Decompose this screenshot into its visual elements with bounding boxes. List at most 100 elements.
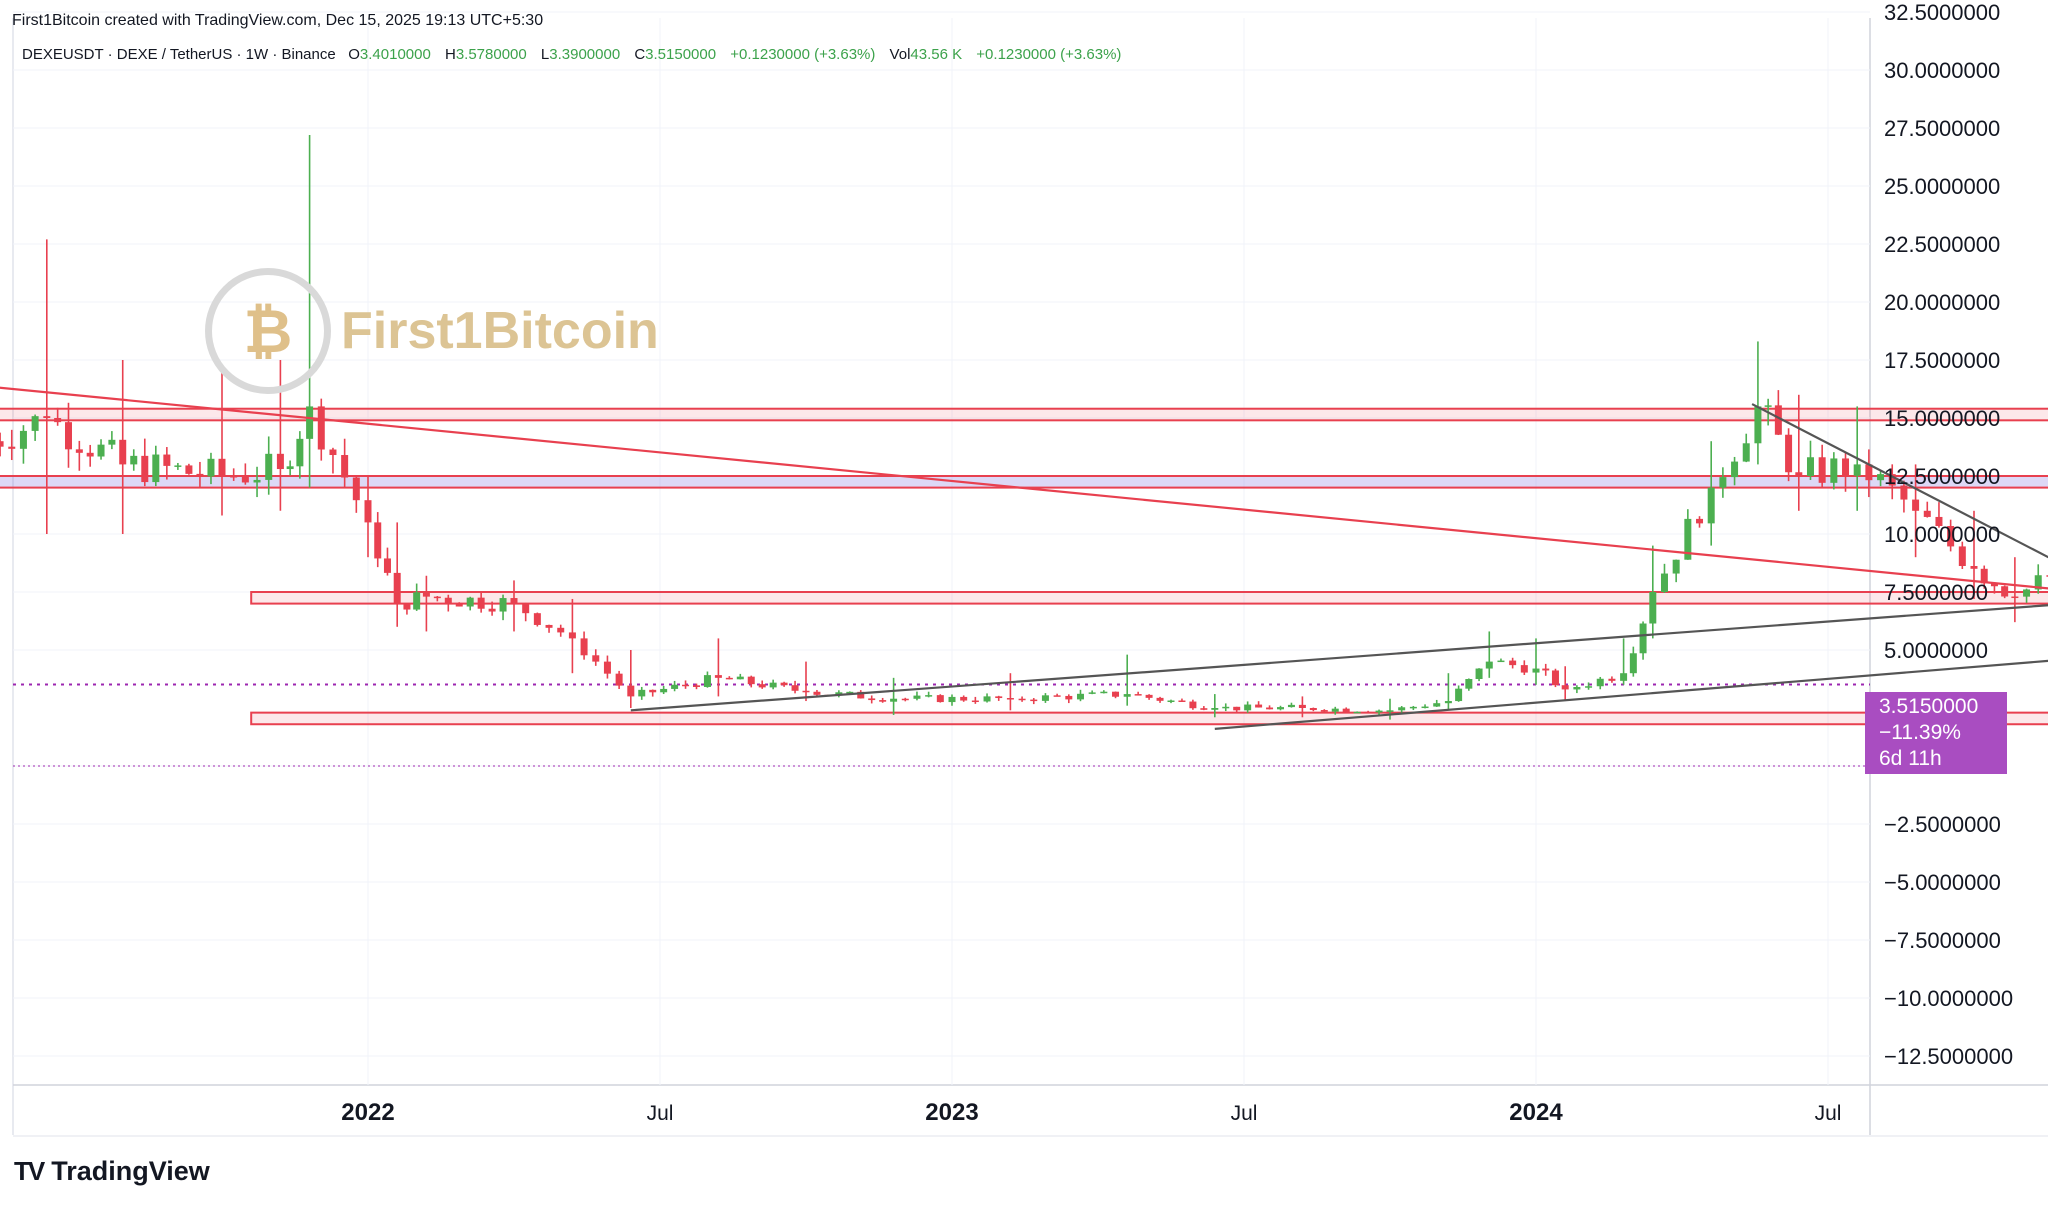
candle-body xyxy=(1255,704,1263,708)
candle-body xyxy=(660,688,668,693)
candle-body xyxy=(75,449,83,453)
candle-body xyxy=(1795,472,1803,476)
candle-body xyxy=(174,465,182,467)
candle-body xyxy=(1806,457,1814,476)
candle-body xyxy=(1532,668,1540,673)
y-tick-label: −5.0000000 xyxy=(1884,870,2001,895)
y-tick-label: −2.5000000 xyxy=(1884,812,2001,837)
candle-body xyxy=(995,696,1003,699)
candle-body xyxy=(925,695,933,697)
y-tick-label: 20.0000000 xyxy=(1884,290,2000,315)
candle-body xyxy=(901,698,909,701)
price-change: +0.1230000 (+3.63%) xyxy=(730,46,876,63)
candle-body xyxy=(403,603,411,610)
tradingview-brand[interactable]: TV TradingView xyxy=(14,1156,210,1187)
candle-body xyxy=(1830,458,1838,483)
chart-grid xyxy=(12,11,2048,1137)
candle-body xyxy=(286,466,294,470)
price-zone xyxy=(0,475,2048,489)
candle-body xyxy=(603,661,611,674)
candle-body xyxy=(936,695,944,703)
candle-body xyxy=(455,603,463,607)
candle-body xyxy=(433,596,441,599)
candle-body xyxy=(791,685,799,691)
candle-body xyxy=(364,500,372,523)
candle-body xyxy=(1342,708,1350,712)
candle-body xyxy=(1211,708,1219,710)
candle-body xyxy=(1620,673,1628,681)
candle-body xyxy=(422,592,430,597)
candle-body xyxy=(2046,575,2048,577)
volume-label: Vol xyxy=(889,46,911,63)
candle-body xyxy=(444,597,452,604)
y-tick-label: 15.0000000 xyxy=(1884,406,2000,431)
candle-body xyxy=(960,696,968,701)
low-label: L xyxy=(540,46,550,63)
x-tick-label: 2022 xyxy=(341,1099,394,1126)
candle-body xyxy=(130,455,138,465)
candle-body xyxy=(1145,694,1153,698)
candle-body xyxy=(2001,586,2009,597)
trendline xyxy=(630,604,2048,712)
tradingview-wordmark: TradingView xyxy=(51,1156,210,1186)
candle-body xyxy=(1684,518,1692,560)
candle-body xyxy=(1433,703,1441,707)
candle-body xyxy=(557,627,565,633)
candle-body xyxy=(54,418,62,423)
candle-body xyxy=(1386,710,1394,712)
candle-body xyxy=(533,613,541,625)
candle-body xyxy=(1189,701,1197,709)
candle-body xyxy=(1573,687,1581,690)
y-tick-label: 5.0000000 xyxy=(1884,638,1988,663)
candle-body xyxy=(983,696,991,702)
candle-body xyxy=(2023,589,2031,597)
candle-body xyxy=(253,479,261,483)
symbol-label[interactable]: DEXEUSDT · DEXE / TetherUS · 1W · Binanc… xyxy=(22,46,336,63)
candle-body xyxy=(97,444,105,457)
candle-body xyxy=(1475,668,1483,680)
candle-body xyxy=(1629,653,1637,674)
x-tick-label: 2023 xyxy=(925,1099,978,1126)
candle-body xyxy=(780,682,788,686)
candle-body xyxy=(890,698,898,702)
candle-body xyxy=(413,592,421,610)
x-tick-label: Jul xyxy=(647,1102,674,1125)
candle-body xyxy=(1222,706,1230,709)
close-label: C xyxy=(634,46,646,63)
candle-body xyxy=(119,439,127,465)
candle-body xyxy=(1742,443,1750,462)
candle-body xyxy=(1865,464,1873,481)
candle-body xyxy=(1818,457,1826,483)
candle-body xyxy=(1900,485,1908,500)
high-value: 3.5780000 xyxy=(455,46,527,63)
candle-body xyxy=(1277,707,1284,710)
candle-body xyxy=(1088,692,1096,694)
candle-body xyxy=(522,603,530,614)
candle-body xyxy=(1672,559,1680,574)
candle-body xyxy=(1006,698,1014,700)
candle-body xyxy=(1200,708,1208,710)
candle-body xyxy=(627,685,635,697)
candle-body xyxy=(1842,458,1850,476)
trendline xyxy=(0,386,2048,590)
candle-body xyxy=(0,441,4,447)
candle-body xyxy=(1444,701,1452,704)
candle-body xyxy=(971,700,979,703)
ohlc-legend: DEXEUSDT · DEXE / TetherUS · 1W · Binanc… xyxy=(22,46,1131,63)
candle-body xyxy=(1298,704,1306,708)
candle-body xyxy=(1912,499,1920,511)
candle-body xyxy=(341,455,349,478)
candle-body xyxy=(736,676,744,680)
candle-body xyxy=(1596,678,1604,687)
candle-body xyxy=(725,677,733,680)
candle-body xyxy=(1364,711,1372,714)
candle-body xyxy=(8,446,16,449)
candle-body xyxy=(671,684,679,689)
candle-body xyxy=(1178,700,1186,702)
candle-body xyxy=(1877,474,1885,481)
candle-body xyxy=(1421,706,1429,709)
candle-body xyxy=(2011,596,2019,599)
candlestick-series xyxy=(0,134,2048,720)
candle-body xyxy=(1774,405,1782,435)
